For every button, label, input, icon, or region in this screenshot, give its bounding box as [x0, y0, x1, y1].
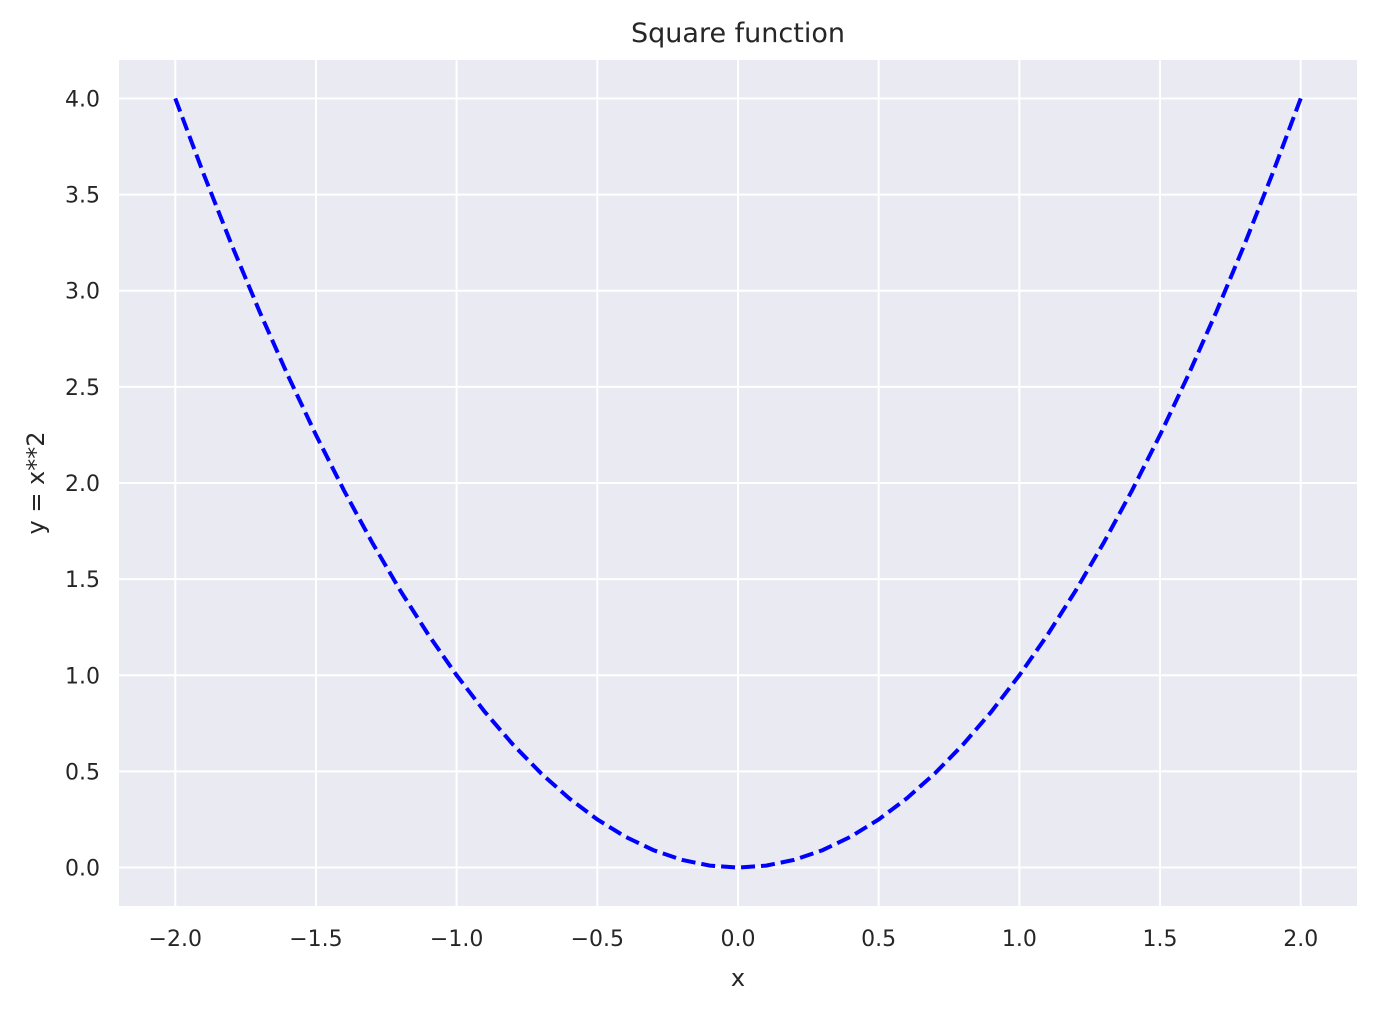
y-tick-label: 2.0	[65, 472, 100, 497]
grid	[119, 60, 1357, 906]
x-axis-label: x	[731, 964, 745, 992]
series-line	[173, 97, 1303, 870]
y-tick-label: 4.0	[65, 87, 100, 112]
x-tick-label: −1.0	[430, 927, 483, 952]
x-tick-label: 1.5	[1143, 927, 1178, 952]
y-tick-label: 3.5	[65, 184, 100, 209]
y-tick-label: 0.0	[65, 857, 100, 882]
series-layer	[173, 97, 1303, 870]
x-tick-label: −1.5	[289, 927, 342, 952]
tick-labels: −2.0 −1.5 −1.0 −0.5 0.0 0.5 1.0 1.5 2.0 0.0 0.5 1.0…	[65, 87, 1318, 952]
x-tick-label: 0.5	[861, 927, 896, 952]
x-tick-label: −2.0	[149, 927, 202, 952]
y-axis-label: y = x**2	[22, 431, 50, 534]
y-tick-label: 1.0	[65, 664, 100, 689]
chart-title: Square function	[631, 18, 845, 49]
y-tick-label: 2.5	[65, 376, 100, 401]
x-tick-label: −0.5	[571, 927, 624, 952]
y-tick-label: 1.5	[65, 568, 100, 593]
x-tick-label: 1.0	[1002, 927, 1037, 952]
y-tick-label: 0.5	[65, 760, 100, 785]
x-tick-label: 0.0	[721, 927, 756, 952]
x-tick-label: 2.0	[1283, 927, 1318, 952]
y-tick-label: 3.0	[65, 280, 100, 305]
